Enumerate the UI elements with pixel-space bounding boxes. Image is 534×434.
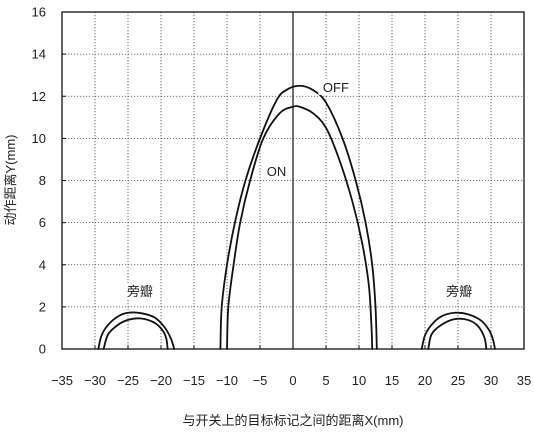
- x-tick-label: 5: [322, 373, 329, 388]
- x-tick-label: −15: [183, 373, 205, 388]
- ticks: −35 −30 −25 −20 −15 −10 −5 0 5 10 15 20 25 30 35 0 2 4 6 8 1…: [32, 5, 532, 389]
- annotation-3: 旁瓣: [441, 283, 478, 300]
- y-tick-label: 2: [39, 299, 46, 314]
- y-tick-label: 6: [39, 215, 46, 230]
- y-tick-label: 8: [39, 173, 46, 188]
- annotation-2: 旁瓣: [121, 283, 158, 300]
- curve-side-lobe-2: [97, 311, 176, 350]
- y-tick-label: 12: [32, 89, 46, 104]
- annotations: OFF ON 旁瓣 旁瓣: [121, 78, 478, 300]
- curve-on: [226, 105, 374, 350]
- x-tick-label: −30: [84, 373, 106, 388]
- annotation-bg: [318, 78, 354, 95]
- y-tick-label: 10: [32, 131, 46, 146]
- y-tick-label: 0: [39, 342, 46, 357]
- curve-off: [219, 84, 378, 350]
- annotation-text: 旁瓣: [446, 284, 472, 299]
- y-tick-label: 4: [39, 257, 46, 272]
- annotation-bg: [121, 283, 158, 300]
- annotation-1: ON: [263, 163, 290, 180]
- curve-side-lobe-5: [427, 317, 488, 350]
- annotation-text: ON: [267, 164, 287, 179]
- x-tick-label: −35: [51, 373, 73, 388]
- x-tick-label: −5: [253, 373, 268, 388]
- annotation-0: OFF: [318, 78, 354, 95]
- x-axis-title: 与开关上的目标标记之间的距离X(mm): [183, 413, 404, 428]
- x-tick-label: 30: [484, 373, 498, 388]
- x-tick-label: 35: [517, 373, 531, 388]
- y-tick-label: 14: [32, 47, 46, 62]
- x-tick-label: 25: [451, 373, 465, 388]
- annotation-bg: [441, 283, 478, 300]
- grid: [62, 12, 524, 349]
- y-axis-title: 动作距离Y(mm): [3, 135, 18, 226]
- curve-side-lobe-3: [102, 317, 169, 350]
- x-tick-label: −25: [117, 373, 139, 388]
- curve-side-lobe-4: [420, 311, 496, 350]
- x-tick-label: 15: [385, 373, 399, 388]
- curves: [97, 84, 496, 350]
- annotation-text: 旁瓣: [127, 284, 153, 299]
- annotation-bg: [263, 163, 290, 180]
- x-tick-label: 10: [352, 373, 366, 388]
- y-tick-label: 16: [32, 5, 46, 20]
- x-tick-label: 20: [418, 373, 432, 388]
- x-tick-label: −20: [150, 373, 172, 388]
- x-tick-label: −10: [216, 373, 238, 388]
- x-tick-label: 0: [289, 373, 296, 388]
- annotation-text: OFF: [323, 80, 349, 95]
